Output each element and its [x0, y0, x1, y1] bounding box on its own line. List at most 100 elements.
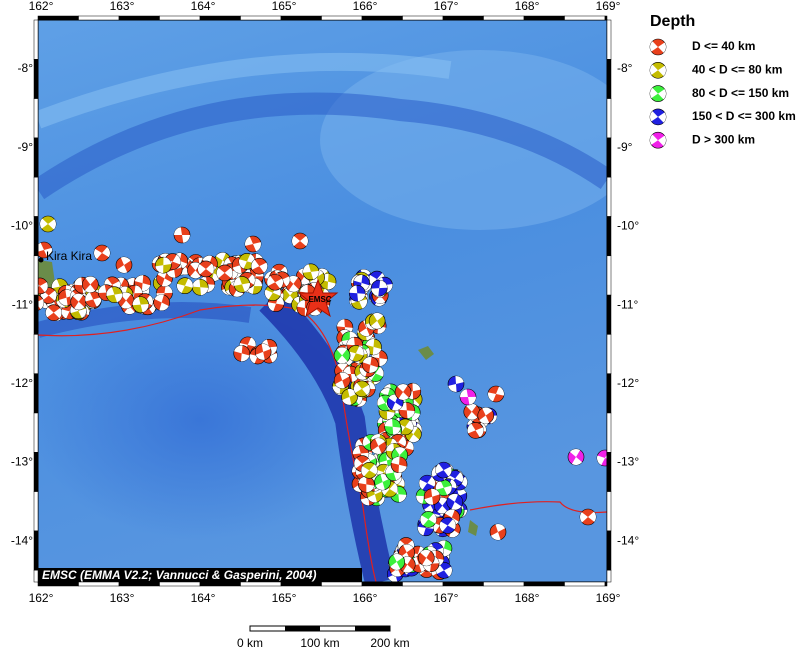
focal-mechanism: [361, 462, 377, 478]
border-segment: [607, 295, 611, 334]
border-segment: [607, 334, 611, 373]
focal-mechanism: [217, 265, 233, 281]
focal-mechanism: [362, 357, 378, 373]
border-segment: [565, 16, 606, 20]
focal-mechanism: [82, 276, 98, 292]
lon-label: 165°: [272, 591, 297, 605]
focal-mechanism: [460, 389, 476, 405]
focal-mechanism: [0, 298, 11, 314]
legend-label: D <= 40 km: [692, 39, 755, 53]
border-segment: [607, 138, 611, 177]
border-segment: [565, 582, 606, 586]
border-segment: [443, 16, 484, 20]
map-area: Kira Kira EMSC EMSC (EMMA V2.2; Vannucci…: [0, 20, 640, 584]
border-segment: [79, 582, 120, 586]
border-segment: [79, 16, 120, 20]
lon-label: 168°: [515, 591, 540, 605]
focal-mechanism: [0, 289, 6, 305]
lon-label: 163°: [110, 591, 135, 605]
border-segment: [281, 16, 322, 20]
focal-mechanism: [358, 476, 374, 492]
ball-quadrant: [2, 314, 12, 322]
border-segment: [605, 582, 607, 586]
ball-body: [0, 292, 10, 308]
ball-body: [0, 289, 6, 305]
focal-mechanism: [303, 264, 319, 280]
focal-mechanism: [334, 347, 350, 363]
lon-label: 167°: [434, 591, 459, 605]
border-segment: [119, 582, 160, 586]
lat-label: -14°: [617, 533, 639, 547]
focal-mechanism: [116, 257, 132, 273]
lat-label: -10°: [617, 219, 639, 233]
epicenter-label: EMSC: [308, 295, 331, 304]
border-segment: [607, 256, 611, 295]
border-segment: [160, 582, 201, 586]
focal-mechanism: [568, 449, 584, 465]
focal-mechanism: [0, 300, 3, 316]
legend-label: 40 < D <= 80 km: [692, 62, 782, 76]
border-segment: [34, 217, 38, 256]
border-segment: [34, 295, 38, 334]
legend-label: 80 < D <= 150 km: [692, 86, 789, 100]
border-segment: [607, 177, 611, 216]
focal-mechanism: [468, 422, 484, 438]
lat-label: -8°: [617, 61, 633, 75]
border-segment: [34, 20, 38, 59]
border-segment: [605, 16, 607, 20]
focal-mechanism: [71, 294, 87, 310]
border-segment: [34, 452, 38, 491]
focal-mechanism: [490, 524, 506, 540]
border-segment: [34, 99, 38, 138]
lat-label: -11°: [617, 297, 638, 311]
focal-mechanism: [418, 550, 434, 566]
lon-label: 162°: [29, 591, 54, 605]
focal-mechanism: [245, 236, 261, 252]
lon-label: 165°: [272, 0, 297, 13]
lat-label: -14°: [11, 533, 33, 547]
ball-quadrant: [3, 306, 11, 314]
border-segment: [607, 99, 611, 138]
focal-mechanism: [0, 277, 6, 293]
border-segment: [524, 16, 565, 20]
border-segment: [34, 138, 38, 177]
focal-mechanism: [370, 438, 386, 454]
border-segment: [362, 582, 403, 586]
focal-mechanism: [255, 344, 271, 360]
lon-label: 164°: [191, 0, 216, 13]
border-segment: [607, 217, 611, 256]
ball-body: [0, 300, 3, 316]
border-segment: [281, 582, 322, 586]
border-segment: [607, 374, 611, 413]
border-segment: [34, 570, 38, 582]
border-segment: [484, 16, 525, 20]
border-segment: [607, 492, 611, 531]
lon-label: 166°: [353, 0, 378, 13]
ball-quadrant: [23, 287, 31, 297]
lon-label: 169°: [596, 0, 621, 13]
ball-quadrant: [25, 286, 34, 294]
border-segment: [34, 177, 38, 216]
legend-title: Depth: [650, 13, 695, 30]
border-segment: [607, 531, 611, 570]
focal-mechanism: [436, 462, 452, 478]
border-segment: [607, 413, 611, 452]
focal-mechanism: [424, 489, 440, 505]
border-segment: [34, 492, 38, 531]
border-segment: [200, 582, 241, 586]
focal-mechanism: [371, 280, 387, 296]
lon-label: 163°: [110, 0, 135, 13]
focal-mechanism: [478, 408, 494, 424]
lon-label: 166°: [353, 591, 378, 605]
focal-mechanism: [369, 313, 385, 329]
ball-body: [0, 277, 6, 293]
border-segment: [607, 452, 611, 491]
focal-mechanism: [447, 494, 463, 510]
legend-swatch: [650, 39, 666, 55]
focal-mechanism: [464, 404, 480, 420]
legend-swatch: [650, 62, 666, 78]
lat-label: -9°: [18, 140, 34, 154]
place-label: Kira Kira: [46, 249, 92, 263]
border-segment: [322, 16, 363, 20]
focal-mechanism: [354, 381, 370, 397]
